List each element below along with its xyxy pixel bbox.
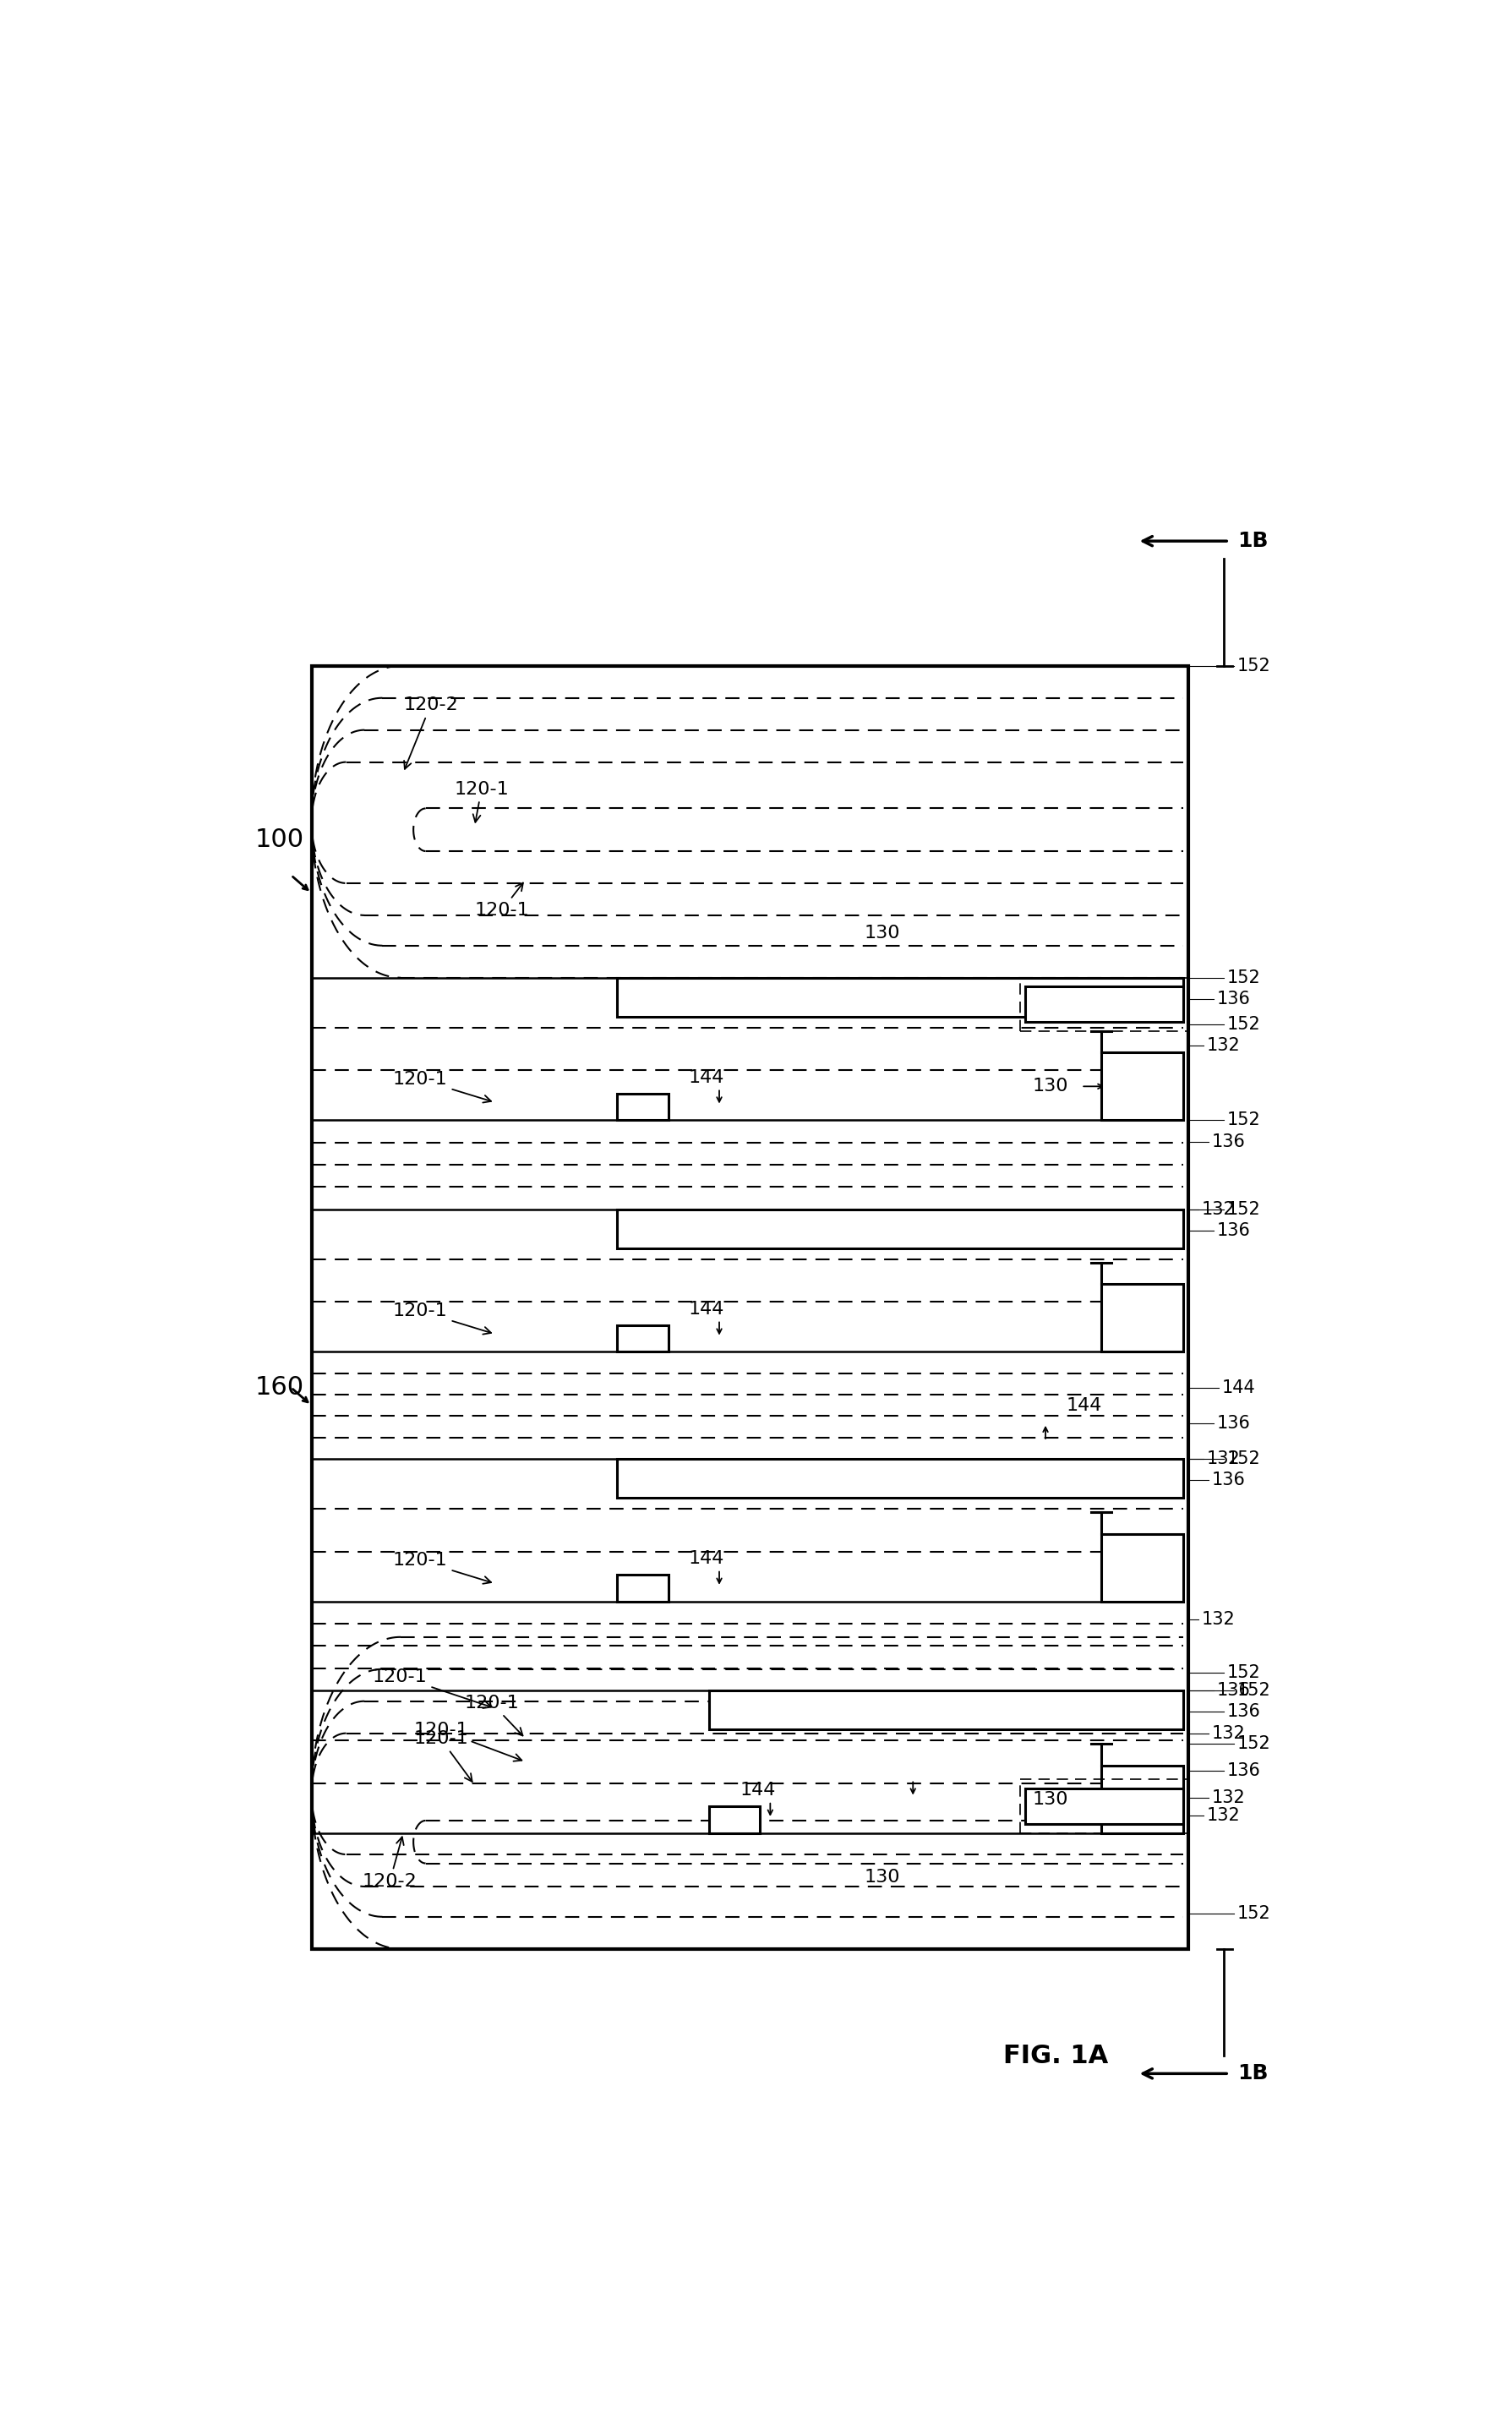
Bar xyxy=(709,1805,759,1832)
Text: 132: 132 xyxy=(1201,1200,1234,1217)
Text: 120-1: 120-1 xyxy=(372,1667,491,1708)
Text: 144: 144 xyxy=(688,1069,724,1086)
Text: 136: 136 xyxy=(1216,1414,1250,1431)
Bar xyxy=(617,1458,1182,1497)
Text: 144: 144 xyxy=(1066,1397,1101,1414)
Text: 152: 152 xyxy=(1237,659,1270,673)
Text: 1B: 1B xyxy=(1237,530,1267,552)
Text: 136: 136 xyxy=(1211,1132,1244,1149)
Bar xyxy=(1025,987,1182,1023)
Text: 1B: 1B xyxy=(1237,2063,1267,2085)
Text: 120-2: 120-2 xyxy=(404,697,458,768)
Text: 160: 160 xyxy=(256,1375,304,1400)
Bar xyxy=(1101,1052,1182,1120)
Bar xyxy=(617,1210,1182,1249)
Bar xyxy=(617,1575,668,1601)
Text: 100: 100 xyxy=(256,826,304,853)
Bar xyxy=(617,1324,668,1351)
Text: 152: 152 xyxy=(1237,1735,1270,1752)
Text: 132: 132 xyxy=(1207,1038,1240,1055)
Text: 152: 152 xyxy=(1237,1905,1270,1922)
Text: 152: 152 xyxy=(1226,970,1259,987)
Text: 152: 152 xyxy=(1226,1200,1259,1217)
Bar xyxy=(617,1094,668,1120)
Text: FIG. 1A: FIG. 1A xyxy=(1002,2044,1108,2068)
Bar xyxy=(1101,1764,1182,1832)
Text: 130: 130 xyxy=(1033,1791,1067,1808)
Bar xyxy=(1025,1788,1182,1825)
Text: 144: 144 xyxy=(688,1300,724,1317)
Text: 120-1: 120-1 xyxy=(464,1694,523,1735)
Text: 120-1: 120-1 xyxy=(413,1730,472,1781)
Text: 136: 136 xyxy=(1211,1473,1244,1490)
Text: 130: 130 xyxy=(1033,1079,1067,1096)
Text: 132: 132 xyxy=(1207,1451,1240,1468)
Bar xyxy=(1101,1533,1182,1601)
Text: 120-1: 120-1 xyxy=(413,1720,522,1762)
Text: 152: 152 xyxy=(1226,1016,1259,1033)
Text: 120-1: 120-1 xyxy=(475,882,529,919)
Text: 152: 152 xyxy=(1226,1113,1259,1128)
Text: 132: 132 xyxy=(1211,1788,1244,1805)
Text: 120-1: 120-1 xyxy=(393,1072,491,1103)
Text: 144: 144 xyxy=(688,1550,724,1567)
Text: 152: 152 xyxy=(1237,1682,1270,1699)
Text: 132: 132 xyxy=(1201,1611,1234,1628)
Text: 136: 136 xyxy=(1216,991,1250,1008)
Text: 144: 144 xyxy=(739,1781,776,1798)
Bar xyxy=(1101,1283,1182,1351)
Bar xyxy=(709,1691,1182,1730)
Text: 144: 144 xyxy=(1222,1380,1255,1395)
Text: 152: 152 xyxy=(1226,1665,1259,1682)
Bar xyxy=(311,666,1187,1949)
Text: 136: 136 xyxy=(1216,1222,1250,1239)
Text: 120-2: 120-2 xyxy=(363,1837,417,1891)
Text: 130: 130 xyxy=(863,926,900,940)
Text: 132: 132 xyxy=(1207,1808,1240,1822)
Text: 120-1: 120-1 xyxy=(393,1302,491,1334)
Bar xyxy=(617,977,1182,1016)
Text: 136: 136 xyxy=(1216,1682,1250,1699)
Text: 136: 136 xyxy=(1226,1703,1259,1720)
Text: 132: 132 xyxy=(1211,1725,1244,1742)
Text: 120-1: 120-1 xyxy=(454,780,508,821)
Text: 130: 130 xyxy=(863,1869,900,1886)
Text: 120-1: 120-1 xyxy=(393,1553,491,1584)
Text: 136: 136 xyxy=(1226,1762,1259,1779)
Text: 152: 152 xyxy=(1226,1451,1259,1468)
